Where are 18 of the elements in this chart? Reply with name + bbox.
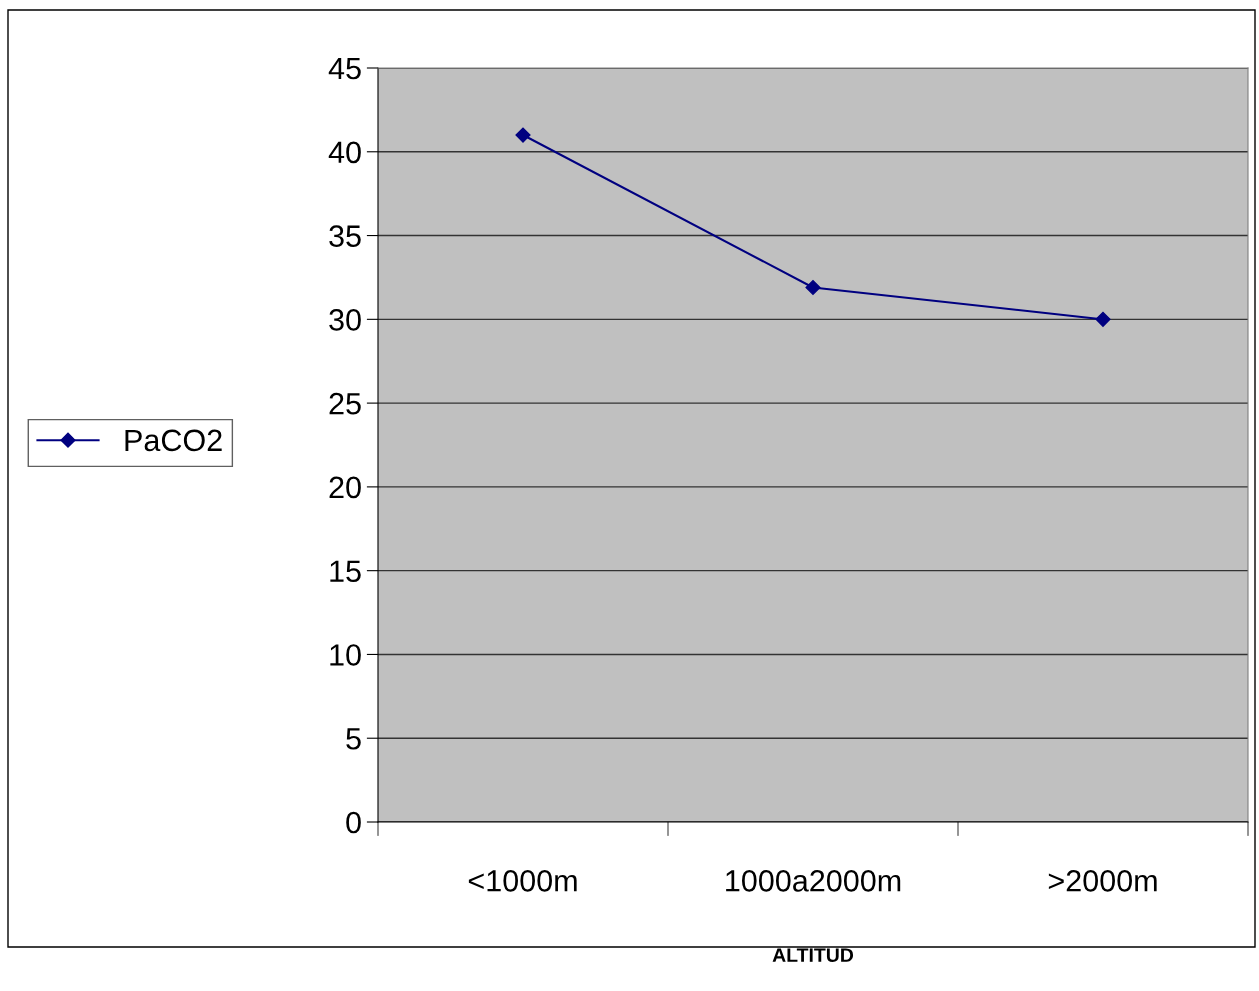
- y-tick-label: 10: [330, 644, 361, 666]
- point: [805, 279, 821, 296]
- legend-label: PaCO2: [125, 429, 222, 452]
- y-tick-label: 15: [330, 560, 361, 583]
- y-tick-label: 40: [328, 141, 361, 164]
- y-tick-label: 25: [329, 392, 361, 415]
- x-tick-label: >2000m: [1048, 870, 1157, 892]
- y-tick-label: 35: [329, 225, 361, 247]
- y-tick-label: 5: [346, 728, 361, 750]
- point: [515, 127, 531, 143]
- point: [1095, 311, 1111, 327]
- y-tick-label: 0: [346, 811, 361, 834]
- y-tick-label: 45: [328, 58, 361, 80]
- x-tick-label: <1000m: [468, 870, 577, 892]
- x-axis-title: ALTITUD: [772, 948, 854, 962]
- x-tick-label: 1000a2000m: [726, 870, 901, 892]
- y-tick-label: 30: [329, 309, 361, 331]
- y-tick-label: 20: [329, 476, 361, 499]
